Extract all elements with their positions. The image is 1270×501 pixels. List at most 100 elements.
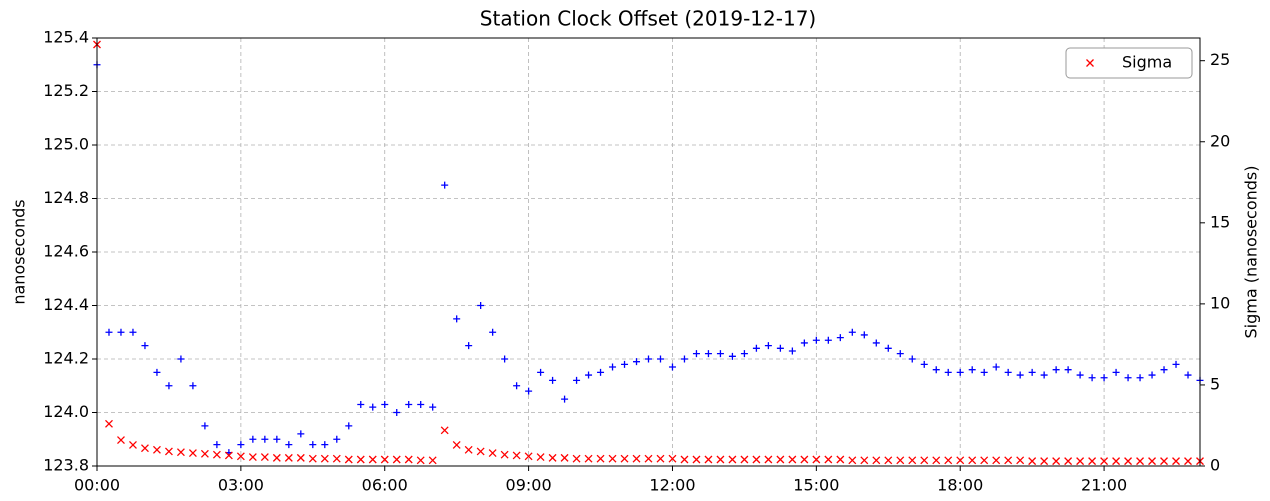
y-tick-label: 125.4 xyxy=(43,28,89,47)
marker xyxy=(380,455,389,464)
marker xyxy=(956,456,965,465)
x-tick-label: 03:00 xyxy=(218,476,264,495)
marker xyxy=(824,336,832,344)
x-tick-label: 09:00 xyxy=(506,476,552,495)
marker xyxy=(609,363,617,371)
marker xyxy=(680,355,688,363)
marker xyxy=(716,350,724,358)
marker xyxy=(932,366,940,374)
y2-tick-label: 15 xyxy=(1210,212,1230,231)
marker xyxy=(800,339,808,347)
marker xyxy=(1088,374,1096,382)
y2-tick-label: 0 xyxy=(1210,456,1220,475)
marker xyxy=(1172,360,1180,368)
y-tick-label: 124.4 xyxy=(43,295,89,314)
legend-box xyxy=(1065,47,1193,79)
marker xyxy=(1052,457,1061,466)
marker xyxy=(573,376,581,384)
marker xyxy=(596,454,605,463)
marker xyxy=(633,358,641,366)
y-axis-label: nanoseconds xyxy=(10,199,29,304)
marker xyxy=(585,371,593,379)
marker xyxy=(332,454,341,463)
marker xyxy=(249,435,257,443)
marker xyxy=(1004,456,1013,465)
marker xyxy=(680,455,689,464)
marker xyxy=(477,302,485,309)
marker xyxy=(105,419,113,428)
y2-tick-label: 20 xyxy=(1210,131,1230,150)
marker xyxy=(500,450,509,459)
marker xyxy=(896,350,904,358)
chart-title: Station Clock Offset (2019-12-17) xyxy=(480,7,816,31)
marker xyxy=(908,456,917,465)
x-tick-label: 18:00 xyxy=(937,476,983,495)
marker xyxy=(824,455,833,464)
marker xyxy=(200,449,209,458)
marker xyxy=(1086,59,1094,67)
marker xyxy=(321,441,329,449)
marker xyxy=(320,454,329,463)
marker xyxy=(117,436,125,445)
marker xyxy=(836,334,844,342)
marker xyxy=(776,344,784,352)
marker xyxy=(428,456,437,465)
y-tick-label: 124.2 xyxy=(43,349,89,368)
marker xyxy=(141,342,149,350)
marker xyxy=(764,455,773,464)
marker xyxy=(201,422,209,430)
marker xyxy=(452,440,461,449)
marker xyxy=(944,368,952,376)
x-tick-label: 06:00 xyxy=(362,476,408,495)
marker xyxy=(417,400,425,408)
marker xyxy=(704,455,713,464)
marker xyxy=(788,455,797,464)
marker xyxy=(968,366,976,374)
marker xyxy=(1160,457,1168,466)
marker xyxy=(356,455,365,464)
marker xyxy=(1100,457,1109,466)
marker xyxy=(1112,457,1121,466)
marker xyxy=(272,453,281,462)
marker xyxy=(608,454,617,463)
marker xyxy=(117,328,125,336)
marker xyxy=(752,344,760,352)
marker xyxy=(645,355,652,363)
marker xyxy=(297,430,305,438)
marker xyxy=(561,395,569,403)
marker xyxy=(105,328,113,336)
marker xyxy=(668,454,677,463)
marker xyxy=(404,455,413,464)
marker xyxy=(536,453,545,462)
marker xyxy=(1184,371,1192,379)
marker xyxy=(1136,374,1144,382)
legend-label: Sigma xyxy=(1122,53,1172,72)
marker xyxy=(1064,457,1073,466)
marker xyxy=(956,368,964,376)
marker xyxy=(236,452,245,461)
marker xyxy=(728,352,736,360)
marker xyxy=(1016,456,1025,465)
marker xyxy=(260,453,269,462)
marker xyxy=(140,444,149,453)
marker xyxy=(1064,366,1072,374)
marker xyxy=(153,368,161,376)
marker xyxy=(572,454,581,463)
marker xyxy=(344,455,353,464)
marker xyxy=(537,368,545,376)
marker xyxy=(692,350,700,358)
marker xyxy=(440,426,449,435)
marker xyxy=(284,453,293,462)
marker xyxy=(165,382,173,390)
marker xyxy=(752,455,761,464)
marker xyxy=(152,445,161,454)
marker xyxy=(980,368,988,376)
y2-tick-label: 5 xyxy=(1210,374,1220,393)
marker xyxy=(512,451,521,460)
y-tick-label: 125.2 xyxy=(43,81,89,100)
marker xyxy=(740,350,748,358)
marker xyxy=(560,453,569,462)
y2-tick-label: 25 xyxy=(1210,50,1230,69)
x-tick-label: 21:00 xyxy=(1081,476,1127,495)
